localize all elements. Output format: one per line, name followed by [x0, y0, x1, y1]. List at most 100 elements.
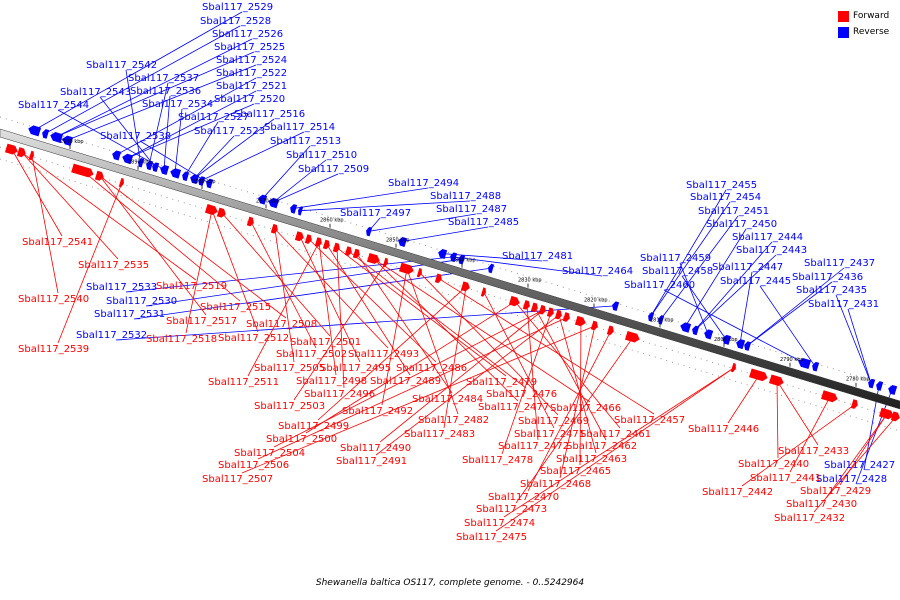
reverse-gene — [182, 171, 190, 182]
reverse-gene — [438, 249, 448, 260]
reverse-gene — [722, 334, 732, 345]
forward-gene — [71, 163, 94, 178]
reverse-gene-label: Sbal117_2534 — [142, 99, 213, 110]
label-leader — [193, 135, 235, 179]
forward-gene-label: Sbal117_2462 — [566, 441, 637, 452]
reverse-gene — [258, 194, 268, 205]
label-leader — [82, 170, 241, 302]
label-leader — [559, 325, 596, 479]
forward-gene — [562, 312, 570, 322]
forward-gene-label: Sbal117_2484 — [412, 394, 483, 405]
tick-label: 2800 kbp — [714, 337, 738, 343]
label-leader — [650, 201, 731, 317]
forward-gene-label: Sbal117_2446 — [688, 424, 759, 435]
reverse-gene-label: Sbal117_2428 — [816, 474, 887, 485]
label-leader — [694, 241, 773, 331]
forward-gene — [878, 407, 894, 420]
label-leader — [847, 308, 872, 384]
label-leader — [221, 212, 331, 337]
reverse-gene-label: Sbal117_2531 — [94, 309, 165, 320]
reverse-gene — [680, 322, 692, 333]
label-leader — [855, 389, 893, 485]
forward-gene-label: Sbal117_2540 — [18, 294, 89, 305]
reverse-gene — [868, 378, 876, 389]
tick-label: 2790 kbp — [780, 357, 804, 363]
forward-gene — [332, 242, 340, 253]
reverse-gene — [198, 176, 206, 186]
forward-gene — [538, 304, 546, 315]
label-leader — [759, 285, 816, 367]
reverse-gene-label: Sbal117_2544 — [18, 100, 89, 111]
forward-gene — [4, 143, 18, 155]
forward-gene-label: Sbal117_2470 — [488, 492, 559, 503]
forward-gene — [624, 330, 640, 343]
label-leader — [534, 307, 607, 441]
label-leader — [241, 325, 596, 474]
label-leader — [373, 258, 591, 403]
reverse-gene-label: Sbal117_2444 — [732, 232, 803, 243]
label-leader — [115, 305, 616, 341]
forward-gene-label: Sbal117_2500 — [266, 434, 337, 445]
reverse-gene-label: Sbal117_2516 — [234, 109, 305, 120]
reverse-gene-label: Sbal117_2454 — [690, 192, 761, 203]
label-leader — [273, 309, 544, 448]
forward-gene — [606, 325, 614, 336]
forward-gene-label: Sbal117_2483 — [404, 429, 475, 440]
forward-gene-label: Sbal117_2461 — [580, 429, 651, 440]
reverse-gene-label: Sbal117_2447 — [712, 262, 783, 273]
label-leader — [326, 244, 411, 376]
forward-gene — [270, 223, 278, 234]
legend: Forward Reverse — [838, 8, 900, 40]
legend-swatch-reverse — [838, 26, 849, 38]
label-leader — [501, 312, 552, 455]
forward-gene — [16, 147, 26, 158]
forward-gene — [730, 362, 736, 373]
forward-gene-label: Sbal117_2471 — [514, 429, 585, 440]
label-leader — [55, 38, 253, 138]
label-leader — [55, 51, 255, 138]
label-leader — [406, 268, 459, 415]
reverse-gene-label: Sbal117_2435 — [796, 285, 867, 296]
reverse-gene-label: Sbal117_2451 — [698, 206, 769, 217]
genome-caption: Shewanella baltica OS117, complete genom… — [315, 578, 585, 588]
forward-gene-label: Sbal117_2463 — [556, 454, 627, 465]
forward-gene — [382, 257, 388, 268]
label-leader — [483, 292, 555, 429]
forward-gene-label: Sbal117_2473 — [476, 504, 547, 515]
reverse-gene-label: Sbal117_2520 — [214, 94, 285, 105]
reverse-gene — [812, 361, 820, 372]
label-leader — [336, 247, 507, 377]
label-leader — [274, 228, 389, 349]
genome-backbone — [0, 128, 900, 410]
label-leader — [681, 275, 727, 340]
label-leader — [126, 103, 255, 159]
reverse-gene-label: Sbal117_2529 — [202, 2, 273, 13]
label-leader — [452, 256, 603, 277]
label-leader — [694, 254, 777, 331]
label-leader — [99, 96, 156, 168]
label-leader — [99, 175, 207, 316]
forward-gene — [398, 262, 414, 275]
reverse-gene — [736, 339, 746, 350]
label-leader — [200, 131, 305, 182]
label-leader — [813, 416, 897, 513]
reverse-gene-label: Sbal117_2427 — [824, 460, 895, 471]
forward-gene — [480, 287, 486, 297]
forward-gene — [314, 237, 322, 247]
label-leader — [660, 215, 739, 320]
label-leader — [57, 109, 165, 170]
label-leader — [776, 380, 779, 459]
forward-gene — [460, 281, 470, 292]
forward-gene-label: Sbal117_2457 — [614, 415, 685, 426]
forward-gene — [574, 315, 586, 327]
forward-gene — [118, 177, 124, 188]
reverse-gene — [658, 315, 665, 325]
reverse-gene — [122, 153, 134, 165]
forward-gene-label: Sbal117_2476 — [486, 389, 557, 400]
reverse-gene-label: Sbal117_2459 — [640, 253, 711, 264]
reverse-gene-label: Sbal117_2443 — [736, 245, 807, 256]
label-leader — [305, 301, 516, 434]
forward-gene-label: Sbal117_2515 — [200, 302, 271, 313]
reverse-gene — [888, 385, 898, 396]
label-leader — [741, 404, 856, 487]
